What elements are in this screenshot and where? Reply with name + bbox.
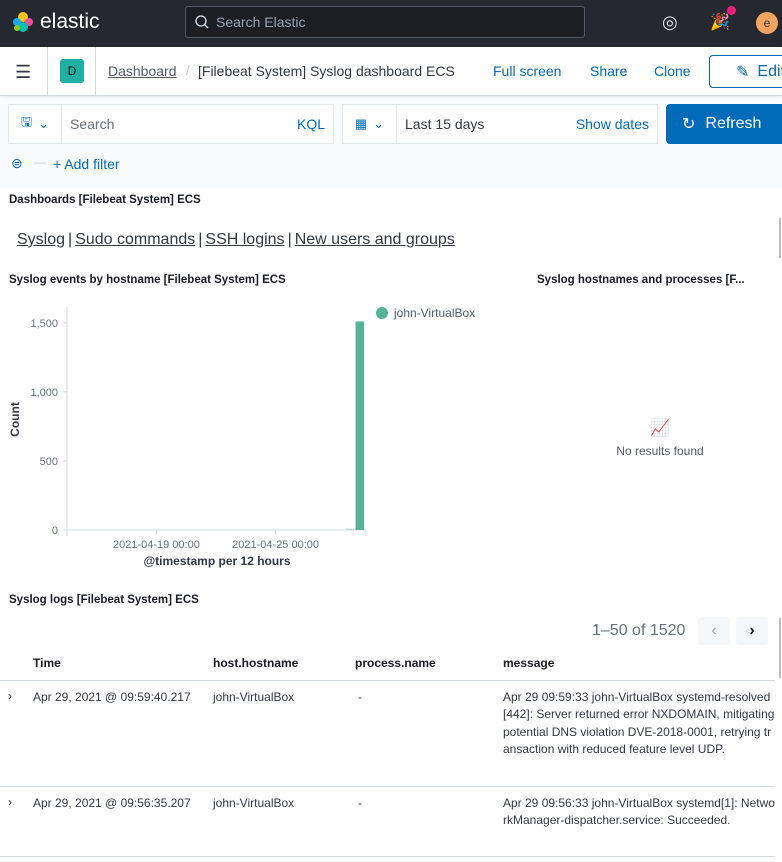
- pencil-icon: ✎: [736, 63, 750, 81]
- user-avatar[interactable]: e: [756, 12, 778, 34]
- share-link[interactable]: Share: [590, 63, 628, 79]
- syslog-events-chart: 0 500 1,000 1,500 2021-04-19 00:00 2021-04-25…: [8, 307, 366, 568]
- y-tick-label: 500: [40, 456, 58, 468]
- pagination-text: 1–50 of 1520: [592, 622, 686, 639]
- table-divider: [0, 786, 775, 787]
- divider: [95, 47, 96, 96]
- link-sudo-commands[interactable]: Sudo commands: [75, 231, 196, 248]
- y-tick-label: 1,000: [30, 387, 58, 399]
- x-tick-label: 2021-04-19 00:00: [113, 539, 200, 551]
- panel-scrollbar[interactable]: [779, 618, 781, 678]
- notification-dot: [727, 6, 736, 15]
- filter-menu-icon[interactable]: ⊜: [11, 155, 23, 171]
- x-tick-label: 2021-04-25 00:00: [232, 539, 319, 551]
- show-dates-link[interactable]: Show dates: [575, 116, 649, 132]
- bar: [345, 528, 355, 530]
- search-icon: [195, 15, 209, 29]
- time-range-picker[interactable]: Last 15 days Show dates: [396, 104, 658, 144]
- panel-title-processes: Syslog hostnames and processes [F...: [537, 274, 745, 286]
- time-range-value: Last 15 days: [405, 116, 485, 132]
- cell-time: Apr 29, 2021 @ 09:59:40.217: [33, 690, 191, 704]
- panel-scrollbar[interactable]: [779, 218, 781, 258]
- dashboard-links: Syslog | Sudo commands | SSH logins | New user…: [17, 231, 455, 249]
- chevron-down-icon: ⌄: [38, 116, 49, 131]
- query-input[interactable]: Search KQL: [61, 104, 334, 144]
- breadcrumb-separator: /: [186, 62, 190, 78]
- global-search-input[interactable]: Search Elastic: [185, 6, 585, 38]
- breadcrumb-dashboard[interactable]: Dashboard: [108, 63, 177, 79]
- saved-query-button[interactable]: 🖫 ⌄: [8, 104, 62, 144]
- table-divider: [0, 680, 775, 681]
- column-header-hostname[interactable]: host.hostname: [213, 656, 299, 670]
- help-lifebuoy-icon[interactable]: ◎: [662, 12, 678, 32]
- panel-title-nav: Dashboards [Filebeat System] ECS: [9, 194, 201, 206]
- next-page-button[interactable]: ›: [736, 617, 768, 645]
- table-divider: [0, 856, 775, 857]
- y-axis-title: Count: [8, 402, 22, 437]
- x-axis-title: @timestamp per 12 hours: [143, 554, 290, 568]
- search-placeholder: Search Elastic: [216, 14, 306, 30]
- query-placeholder: Search: [70, 116, 115, 132]
- visualization-icon: 📈: [650, 420, 670, 437]
- expand-row-icon[interactable]: ›: [8, 795, 12, 809]
- app-header: [0, 47, 782, 96]
- previous-page-button[interactable]: ‹: [698, 617, 730, 645]
- column-header-message[interactable]: message: [503, 656, 555, 670]
- edit-button[interactable]: ✎ Edit: [709, 55, 782, 88]
- chevron-down-icon: ⌄: [373, 116, 385, 131]
- cell-hostname: john-VirtualBox: [213, 796, 295, 810]
- full-screen-link[interactable]: Full screen: [493, 63, 562, 79]
- column-header-time[interactable]: Time: [33, 656, 61, 670]
- link-new-users-groups[interactable]: New users and groups: [294, 231, 455, 248]
- save-disk-icon: 🖫: [21, 114, 33, 129]
- refresh-icon: ↻: [682, 116, 696, 133]
- cell-hostname: john-VirtualBox: [213, 690, 295, 704]
- brand-name: elastic: [40, 10, 100, 33]
- edit-label: Edit: [757, 62, 782, 80]
- column-header-process[interactable]: process.name: [355, 656, 436, 670]
- hamburger-menu-icon[interactable]: ☰: [15, 62, 32, 82]
- clone-link[interactable]: Clone: [654, 63, 691, 79]
- elastic-logo-icon: [13, 12, 33, 32]
- link-syslog[interactable]: Syslog: [17, 231, 66, 248]
- cell-process: -: [358, 796, 362, 810]
- no-results-text: No results found: [616, 444, 704, 458]
- cell-message: Apr 29 09:59:33 john-VirtualBox systemd-…: [503, 690, 775, 757]
- cell-process: -: [358, 690, 362, 704]
- news-feed-icon[interactable]: 🎉: [710, 14, 730, 31]
- separator: |: [68, 231, 73, 248]
- divider: [47, 47, 48, 96]
- legend-color-dot: [376, 307, 388, 319]
- bar: [355, 321, 364, 530]
- breadcrumb-current: [Filebeat System] Syslog dashboard ECS: [198, 63, 455, 79]
- add-filter-button[interactable]: + Add filter: [53, 156, 120, 172]
- y-tick-label: 0: [52, 525, 58, 537]
- filter-separator: —: [34, 155, 46, 169]
- refresh-button[interactable]: ↻ Refresh: [666, 104, 782, 144]
- separator: |: [287, 231, 292, 248]
- space-avatar[interactable]: D: [60, 59, 84, 83]
- panel-title-logs: Syslog logs [Filebeat System] ECS: [9, 594, 199, 606]
- no-results: 📈 No results found: [560, 418, 760, 458]
- panel-title-chart: Syslog events by hostname [Filebeat Syst…: [9, 274, 286, 286]
- elastic-logo[interactable]: elastic: [12, 10, 100, 34]
- y-tick-label: 1,500: [30, 318, 58, 330]
- kql-toggle[interactable]: KQL: [296, 116, 325, 132]
- refresh-label: Refresh: [705, 115, 762, 132]
- link-ssh-logins[interactable]: SSH logins: [205, 231, 285, 248]
- dashboard-panels: [0, 188, 782, 862]
- legend-label: john-VirtualBox: [394, 306, 476, 320]
- separator: |: [198, 231, 203, 248]
- quick-date-picker-button[interactable]: ▦ ⌄: [342, 104, 397, 144]
- cell-time: Apr 29, 2021 @ 09:56:35.207: [33, 796, 191, 810]
- expand-row-icon[interactable]: ›: [8, 689, 12, 703]
- chart-legend-item[interactable]: john-VirtualBox: [376, 306, 475, 320]
- cell-message: Apr 29 09:56:33 john-VirtualBox systemd[…: [503, 796, 775, 828]
- calendar-icon: ▦: [354, 116, 368, 131]
